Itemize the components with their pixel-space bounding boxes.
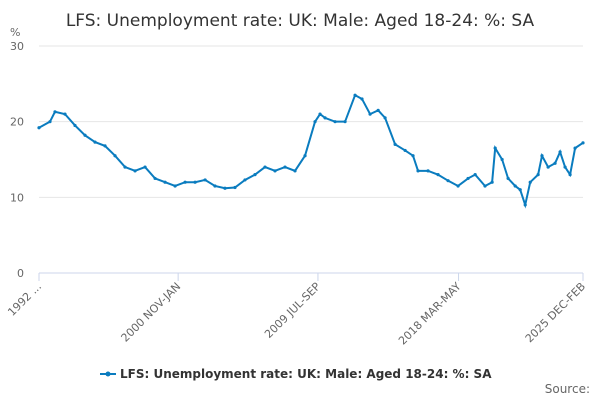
point — [313, 120, 317, 124]
point — [223, 186, 227, 190]
point — [343, 120, 347, 124]
point — [518, 188, 522, 192]
point — [528, 180, 532, 184]
point — [318, 112, 322, 116]
y-tick-label: 20 — [10, 116, 24, 129]
line — [38, 93, 584, 209]
point — [436, 173, 440, 177]
point — [513, 184, 517, 188]
point — [473, 173, 477, 177]
point — [73, 123, 77, 128]
point — [103, 144, 107, 148]
point — [558, 150, 562, 154]
point — [483, 184, 487, 188]
point — [53, 110, 57, 114]
point — [376, 108, 380, 112]
point — [500, 157, 504, 162]
point — [153, 176, 157, 181]
point — [183, 180, 187, 184]
point — [253, 173, 257, 177]
point — [48, 120, 52, 124]
point — [568, 173, 572, 177]
point — [553, 161, 557, 165]
point — [546, 165, 550, 169]
y-tick-label: 30 — [10, 40, 24, 53]
point — [283, 165, 287, 169]
point — [416, 169, 420, 173]
point — [536, 173, 540, 177]
point — [411, 154, 415, 158]
point — [293, 169, 297, 173]
point — [573, 146, 577, 150]
point — [403, 148, 407, 153]
y-tick-label: 10 — [10, 191, 24, 204]
point — [493, 146, 497, 150]
point — [490, 180, 494, 184]
point — [368, 112, 372, 116]
point — [360, 97, 364, 101]
point — [233, 185, 237, 190]
point — [303, 154, 307, 158]
point — [263, 165, 267, 169]
point — [333, 120, 337, 124]
x-tick-label: 2025 DEC-FEB — [523, 280, 588, 345]
point — [466, 176, 470, 181]
point — [353, 93, 357, 97]
point — [63, 112, 67, 116]
point — [193, 180, 197, 184]
point — [383, 116, 387, 120]
point — [133, 169, 137, 173]
point — [323, 116, 327, 120]
point — [203, 178, 207, 182]
point — [163, 180, 167, 184]
x-tick-label: 1992 ... — [5, 280, 44, 319]
y-tick-label: 0 — [17, 267, 24, 280]
point — [273, 169, 277, 173]
point — [581, 141, 585, 145]
point — [506, 176, 510, 181]
point — [243, 178, 247, 182]
point — [37, 126, 41, 130]
point — [540, 154, 544, 158]
point — [393, 142, 397, 146]
point — [523, 203, 527, 207]
point — [113, 154, 117, 158]
legend-label: LFS: Unemployment rate: UK: Male: Aged 1… — [120, 367, 492, 381]
point — [123, 165, 127, 169]
source: Source: — [545, 382, 590, 396]
point — [456, 184, 460, 188]
point — [83, 133, 87, 137]
x-tick-label: 2009 JUL-SEP — [262, 280, 323, 341]
x-tick-label: 2018 MAR-MAY — [396, 280, 464, 348]
y-axis-label: % — [10, 26, 20, 39]
point — [426, 169, 430, 173]
point — [93, 140, 97, 144]
point — [143, 165, 147, 169]
chart-title: LFS: Unemployment rate: UK: Male: Aged 1… — [66, 11, 535, 31]
point — [563, 165, 567, 169]
point — [173, 184, 177, 188]
legend-marker — [105, 371, 111, 377]
point — [446, 179, 450, 183]
point — [213, 184, 217, 188]
x-tick-label: 2000 NOV-JAN — [119, 280, 184, 345]
